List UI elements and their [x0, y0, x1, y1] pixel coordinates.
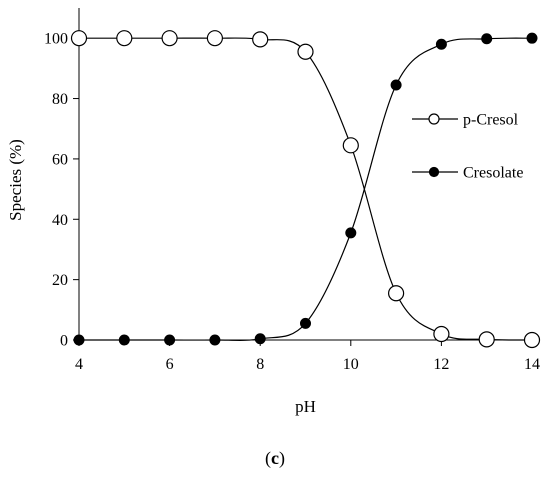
- figure-caption: (c): [0, 448, 550, 469]
- data-point-cresolate: [209, 334, 221, 346]
- y-tick-label: 80: [52, 91, 68, 108]
- data-point-cresolate: [390, 79, 402, 91]
- data-point-cresolate: [73, 334, 85, 346]
- series-points: [70, 30, 541, 349]
- series-line-p-cresol: [78, 37, 533, 341]
- y-tick-label: 40: [52, 212, 68, 229]
- y-tick-label: 20: [52, 272, 68, 289]
- x-tick-label: 14: [524, 356, 540, 373]
- data-point-p-cresol: [388, 285, 405, 302]
- data-point-p-cresol: [478, 331, 495, 348]
- data-point-cresolate: [300, 317, 311, 329]
- data-point-cresolate: [481, 33, 493, 45]
- data-point-cresolate: [118, 334, 130, 346]
- data-point-cresolate: [345, 227, 357, 239]
- x-tick-label: 10: [343, 356, 359, 373]
- data-point-p-cresol: [523, 331, 541, 349]
- legend-marker-cresolate: [428, 166, 440, 178]
- data-point-p-cresol: [116, 30, 133, 47]
- data-point-cresolate: [164, 334, 176, 346]
- legend-label-p-cresol: p-Cresol: [463, 112, 519, 129]
- x-tick-label: 12: [433, 356, 449, 373]
- data-point-cresolate: [254, 333, 266, 345]
- legend-marker-p-cresol: [428, 113, 440, 125]
- data-point-p-cresol: [161, 30, 178, 47]
- data-point-p-cresol: [252, 31, 269, 48]
- y-axis-ticks: 0 20 40 60 80 100: [44, 31, 79, 350]
- y-tick-label: 100: [44, 31, 68, 48]
- x-tick-label: 6: [166, 356, 174, 373]
- data-point-p-cresol: [433, 325, 450, 343]
- x-tick-label: 4: [75, 356, 83, 373]
- series-line-cresolate: [79, 37, 533, 341]
- x-tick-label: 8: [256, 356, 264, 373]
- data-point-p-cresol: [342, 137, 359, 154]
- legend-label-cresolate: Cresolate: [463, 165, 523, 182]
- x-axis-title: pH: [295, 397, 316, 416]
- data-point-p-cresol: [297, 43, 314, 60]
- y-tick-label: 60: [52, 151, 68, 168]
- y-tick-label: 0: [60, 333, 68, 350]
- data-point-p-cresol: [70, 30, 88, 47]
- data-point-cresolate: [435, 38, 447, 50]
- chart: 0 20 40 60 80 100 4 6 8 10 12 14 pH Species (%) p-…: [6, 8, 541, 416]
- caption-letter: c: [271, 448, 279, 468]
- data-point-p-cresol: [206, 30, 223, 47]
- legend: p-Cresol Cresolate: [412, 112, 523, 182]
- caption-open-paren: (: [265, 448, 271, 468]
- data-point-cresolate: [526, 32, 538, 44]
- y-axis-title: Species (%): [6, 139, 25, 221]
- caption-close-paren: ): [279, 448, 285, 468]
- x-axis-ticks: 4 6 8 10 12 14: [75, 340, 540, 373]
- series-curves: [78, 37, 533, 341]
